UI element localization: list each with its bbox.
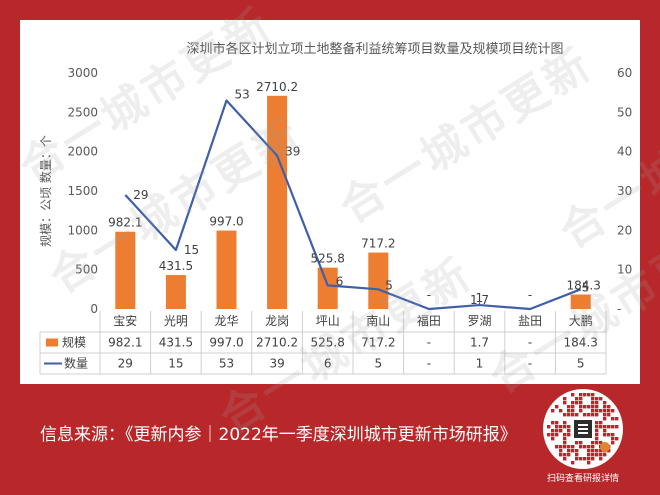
table-cell-count: - [528, 357, 532, 371]
y-tick-label: 3000 [67, 66, 98, 80]
table-cell-scale: 982.1 [108, 336, 142, 350]
line-label: 5 [582, 280, 590, 294]
table-cell-scale: 184.3 [564, 336, 598, 350]
bar-龙华 [216, 230, 237, 309]
table-cell-count: 29 [118, 357, 133, 371]
bar-label: 717.2 [361, 237, 395, 251]
table-cell-scale: - [427, 336, 431, 350]
table-cell-scale: 431.5 [159, 336, 193, 350]
chart: 深圳市各区计划立项土地整备利益统筹项目数量及规模项目统计图05001000150… [38, 41, 632, 375]
bar-label: - [528, 288, 532, 302]
table-cell-count: 1 [476, 357, 484, 371]
chart-card: 深圳市各区计划立项土地整备利益统筹项目数量及规模项目统计图 0 500 1000 150… [11, 0, 660, 444]
source-text: 信息来源：《更新内参｜2022年一季度深圳城市更新市场研报》 [40, 425, 517, 445]
line-label: 5 [385, 278, 393, 292]
y2-tick-label: 50 [617, 105, 632, 119]
category-label: 坪山 [316, 314, 340, 328]
category-label: 南山 [366, 313, 390, 328]
table-cell-scale: 717.2 [361, 336, 395, 350]
y-tick-label: 1500 [67, 184, 98, 198]
bar-label: 431.5 [159, 259, 193, 273]
y-tick-label: 2000 [67, 145, 98, 159]
y2-tick-label: - [617, 302, 621, 316]
bar-label: 1.7 [470, 293, 489, 307]
line-label: 29 [133, 188, 148, 202]
line-label: 1 [476, 291, 484, 305]
bar-南山 [368, 252, 389, 309]
y2-tick-label: 20 [617, 223, 632, 237]
category-label: 光明 [164, 314, 188, 328]
legend-bar-label: 规模 [62, 335, 86, 350]
table-cell-count: - [427, 357, 431, 371]
bar-坪山 [317, 267, 338, 309]
y2-tick-label: 60 [617, 66, 632, 80]
count-line [124, 99, 582, 311]
table-cell-count: 5 [577, 357, 585, 371]
legend-bar-key [46, 338, 58, 347]
bar-大鹏 [570, 294, 591, 309]
table-cell-scale: 525.8 [311, 336, 345, 350]
bar-label: 982.1 [108, 216, 142, 230]
table-cell-scale: 1.7 [470, 336, 489, 350]
qr-code-icon [547, 393, 619, 465]
table-cell-count: 53 [219, 357, 234, 371]
y-tick-label: 500 [75, 263, 98, 277]
bar-label: 997.0 [209, 215, 243, 229]
bar-光明 [165, 275, 186, 309]
category-label: 大鹏 [569, 314, 593, 328]
y-tick-label: 2500 [67, 105, 98, 119]
y-tick-label: 0 [90, 302, 98, 316]
line-label: 39 [285, 145, 300, 159]
chart-title: 深圳市各区计划立项土地整备利益统筹项目数量及规模项目统计图 [186, 41, 563, 57]
table-cell-count: 15 [168, 357, 183, 371]
table-cell-scale: 997.0 [209, 336, 243, 350]
y2-tick-label: 10 [617, 263, 632, 277]
table-cell-count: 6 [324, 357, 332, 371]
bar-宝安 [115, 231, 136, 309]
legend-line-label: 数量 [64, 356, 88, 371]
y2-tick-label: 30 [617, 184, 632, 198]
qr-caption: 扫码查看研报详情 [546, 474, 619, 484]
category-label: 福田 [417, 313, 441, 328]
category-label: 龙华 [214, 314, 238, 328]
line-label: 6 [336, 274, 344, 288]
qr-code[interactable] [543, 389, 623, 469]
bar-label: - [427, 288, 431, 302]
table-cell-scale: 2710.2 [256, 336, 298, 350]
y-tick-label: 1000 [67, 223, 98, 237]
line-label: 53 [235, 88, 250, 102]
y2-tick-label: 40 [617, 145, 632, 159]
bar-label: 525.8 [311, 252, 345, 266]
y-axis-label: 规模：公顷 数量：个 [38, 135, 53, 247]
category-label: 宝安 [113, 313, 137, 328]
bar-label: 184.3 [567, 279, 601, 293]
table-cell-count: 39 [269, 357, 284, 371]
table-cell-count: 5 [374, 357, 382, 371]
category-label: 罗湖 [467, 313, 491, 328]
line-label: 15 [184, 243, 199, 257]
table-cell-scale: - [528, 336, 532, 350]
bar-label: 2710.2 [256, 80, 298, 94]
category-label: 龙岗 [265, 314, 289, 328]
category-label: 盐田 [518, 314, 542, 328]
